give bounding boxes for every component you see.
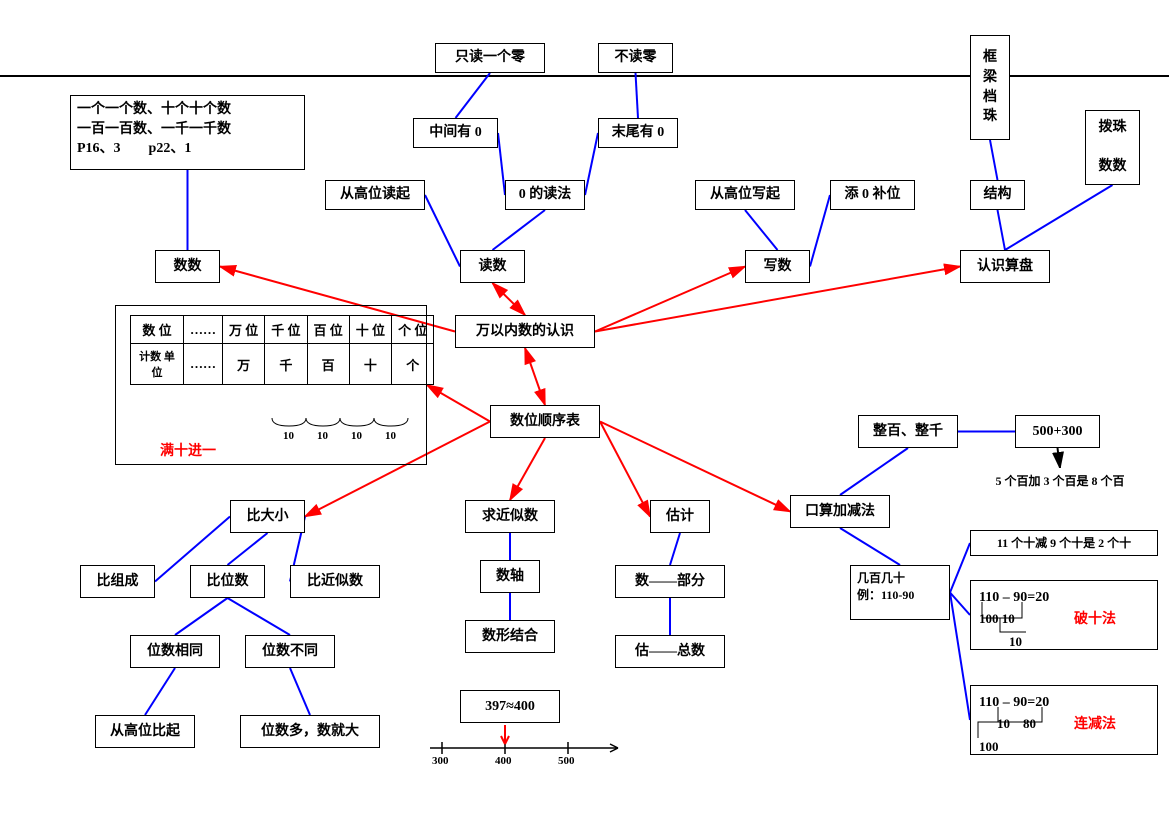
node-frame-beam: 框 梁 档 珠 <box>970 35 1010 140</box>
node-within-10k: 万以内数的认识 <box>455 315 595 348</box>
pv-cell: 十 <box>349 344 391 385</box>
node-abacus: 认识算盘 <box>960 250 1050 283</box>
pv-cell: …… <box>184 344 223 385</box>
place-value-table: 数 位 …… 万 位 千 位 百 位 十 位 个 位 计数 单位 …… 万 千 … <box>130 315 434 385</box>
node-estimate: 估计 <box>650 500 710 533</box>
node-110a-box: 110 – 90=20 100 10 破十法 10 <box>970 580 1158 650</box>
node-from-high-read: 从高位读起 <box>325 180 425 210</box>
node-approx: 求近似数 <box>465 500 555 533</box>
node-more-digits-bigger: 位数多，数就大 <box>240 715 380 748</box>
node-number-part: 数——部分 <box>615 565 725 598</box>
pv-cell: 万 <box>223 344 265 385</box>
node-zero-reading: 0 的读法 <box>505 180 585 210</box>
tens-label: 10 <box>385 430 396 442</box>
node-mid-has-zero: 中间有 0 <box>413 118 498 148</box>
node-note-box: 一个一个数、十个十个数 一百一百数、一千一千数 P16、3 p22、1 <box>70 95 305 170</box>
node-write-num: 写数 <box>745 250 810 283</box>
node-est-total: 估——总数 <box>615 635 725 668</box>
node-structure: 结构 <box>970 180 1025 210</box>
node-read-one-zero: 只读一个零 <box>435 43 545 73</box>
node-from-high-write: 从高位写起 <box>695 180 795 210</box>
node-diff-digits: 位数不同 <box>245 635 335 668</box>
ex110a-line1: 110 – 90=20 <box>979 587 1149 609</box>
pv-cell: 万 位 <box>223 316 265 344</box>
node-500-300-expl: 5 个百加 3 个百是 8 个百 <box>970 468 1150 494</box>
carry-ten-label: 满十进一 <box>160 440 216 460</box>
pv-cell: 计数 单位 <box>131 344 184 385</box>
ex110a-line2: 100 10 <box>979 611 1015 626</box>
node-by-approx: 比近似数 <box>290 565 380 598</box>
pv-cell: 百 <box>307 344 349 385</box>
ex110a-method: 破十法 <box>1074 609 1116 631</box>
node-11-9: 11 个十减 9 个十是 2 个十 <box>970 530 1158 556</box>
pv-cell: …… <box>184 316 223 344</box>
node-by-composition: 比组成 <box>80 565 155 598</box>
pv-cell: 十 位 <box>349 316 391 344</box>
node-place-order-table: 数位顺序表 <box>490 405 600 438</box>
node-by-digits: 比位数 <box>190 565 265 598</box>
ex110b-line2: 10 80 <box>997 716 1036 731</box>
node-end-has-zero: 末尾有 0 <box>598 118 678 148</box>
node-number-line: 数轴 <box>480 560 540 593</box>
node-add-zero-fill: 添 0 补位 <box>830 180 915 210</box>
pv-cell: 个 位 <box>392 316 434 344</box>
pv-cell: 千 <box>265 344 307 385</box>
ex110b-line1: 110 – 90=20 <box>979 692 1149 714</box>
node-from-high-compare: 从高位比起 <box>95 715 195 748</box>
tens-label: 10 <box>317 430 328 442</box>
tens-label: 10 <box>283 430 294 442</box>
node-approx-397: 397≈400 <box>460 690 560 723</box>
nl-tick-300: 300 <box>432 755 449 767</box>
ex110a-line3: 10 <box>1009 632 1149 653</box>
node-compare: 比大小 <box>230 500 305 533</box>
pv-cell: 千 位 <box>265 316 307 344</box>
nl-tick-500: 500 <box>558 755 575 767</box>
ex110b-line3: 100 <box>979 737 1149 758</box>
node-mental-math: 口算加减法 <box>790 495 890 528</box>
node-dial-bead: 拨珠 数数 <box>1085 110 1140 185</box>
node-no-read-zero: 不读零 <box>598 43 673 73</box>
pv-cell: 数 位 <box>131 316 184 344</box>
node-500-300: 500+300 <box>1015 415 1100 448</box>
nl-tick-400: 400 <box>495 755 512 767</box>
pv-cell: 百 位 <box>307 316 349 344</box>
ex110b-method: 连减法 <box>1074 714 1116 736</box>
node-read-num: 读数 <box>460 250 525 283</box>
tens-label: 10 <box>351 430 362 442</box>
node-several-hundred: 几百几十 例：110-90 <box>850 565 950 620</box>
node-110b-box: 110 – 90=20 10 80 连减法 100 <box>970 685 1158 755</box>
node-same-digits: 位数相同 <box>130 635 220 668</box>
pv-cell: 个 <box>392 344 434 385</box>
node-shape-combo: 数形结合 <box>465 620 555 653</box>
node-count: 数数 <box>155 250 220 283</box>
node-hundreds-thousands: 整百、整千 <box>858 415 958 448</box>
